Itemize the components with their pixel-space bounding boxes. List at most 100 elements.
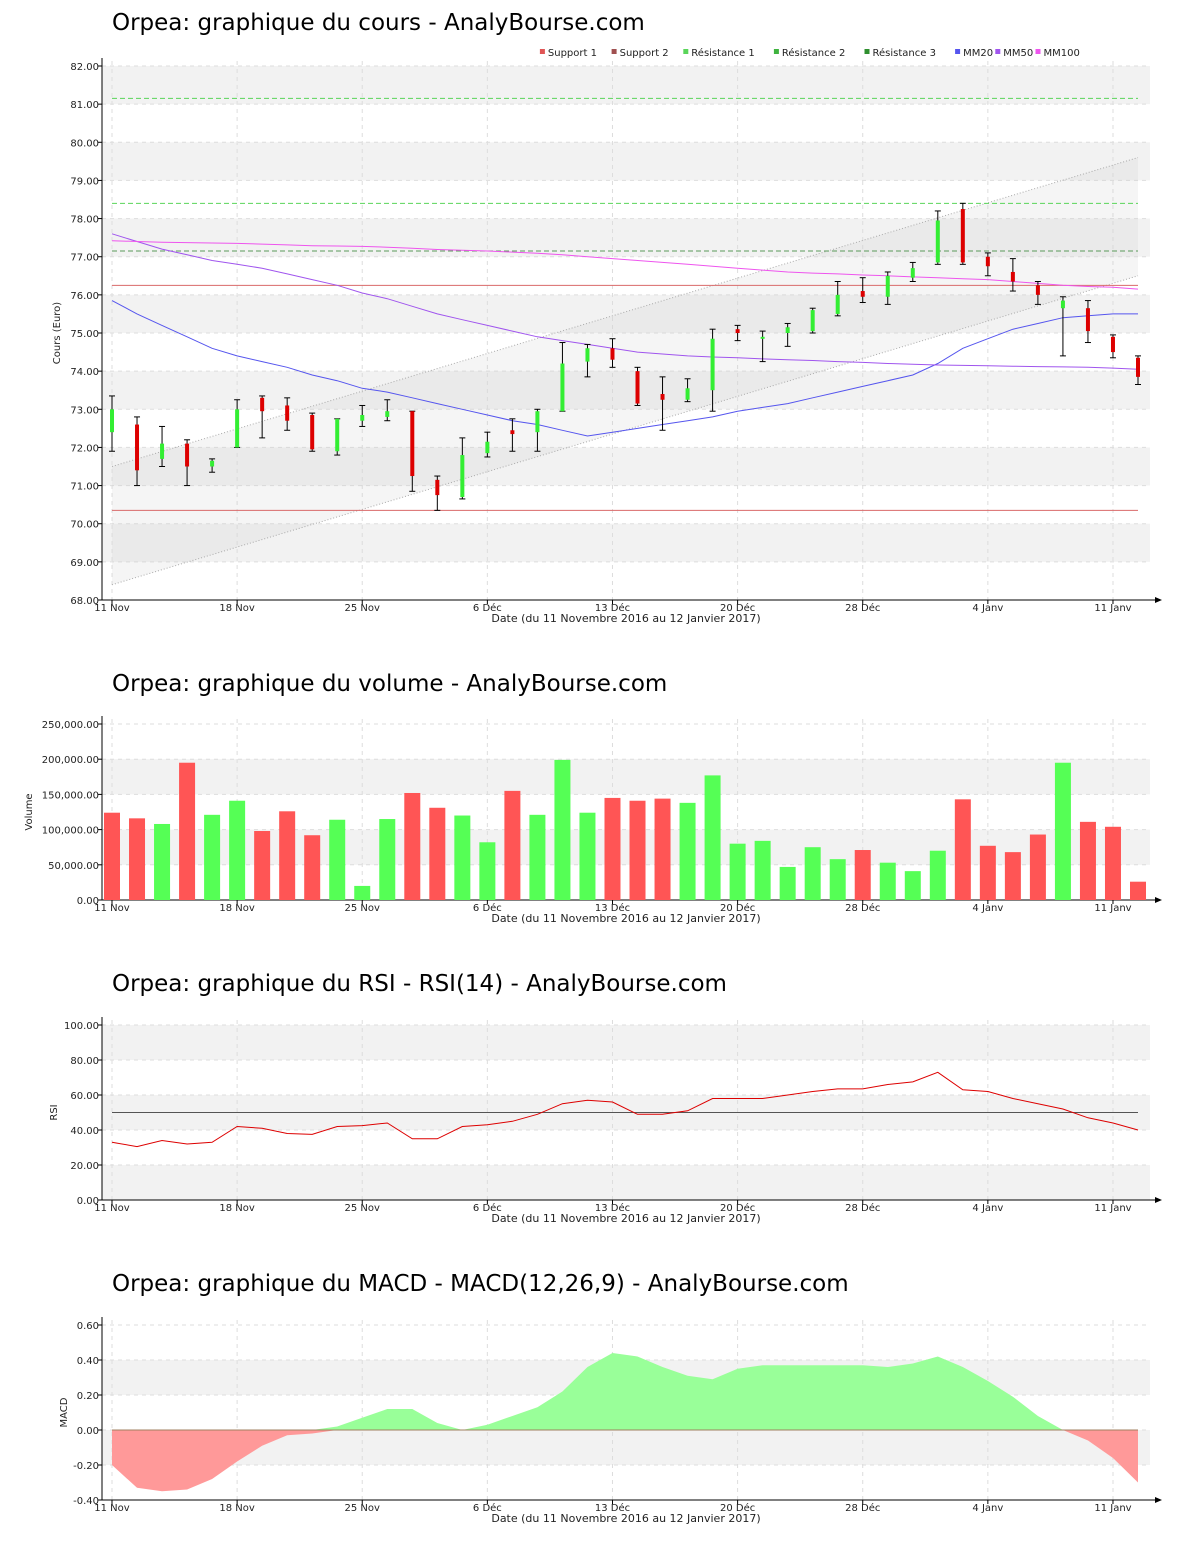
volume-bar <box>254 831 271 900</box>
candle-body <box>685 388 690 400</box>
y-tick-label: 78.00 <box>70 215 99 226</box>
y-tick-label: 0.60 <box>77 1321 99 1332</box>
volume-bar <box>204 814 221 900</box>
macd-chart: -0.40 -0.20 0.00 0.20 0.40 0.60 11 Nov 18 Nov 25… <box>59 1317 1162 1525</box>
volume-bar <box>654 798 671 900</box>
x-axis-label: Date (du 11 Novembre 2016 au 12 Janvier … <box>491 912 760 925</box>
y-tick-label: 72.00 <box>70 443 99 454</box>
volume-bar <box>104 812 120 900</box>
candle-body <box>1110 336 1115 353</box>
candle-body <box>1010 271 1015 282</box>
candle-body <box>310 415 315 450</box>
y-tick-label: 75.00 <box>70 329 99 340</box>
y-tick-label: 40.00 <box>70 1126 99 1137</box>
volume-bar <box>979 845 996 900</box>
y-tick-label: 76.00 <box>70 291 99 302</box>
y-axis-label: Volume <box>24 793 35 830</box>
y-tick-label: 79.00 <box>70 176 99 187</box>
candle-body <box>535 411 540 433</box>
x-axis-arrow-icon <box>1155 597 1162 603</box>
y-axis-label: Cours (Euro) <box>52 302 63 365</box>
grid-band <box>102 66 1150 105</box>
candle-body <box>1035 285 1040 295</box>
candle-body <box>785 327 790 333</box>
candle-body <box>1136 357 1140 377</box>
macd-negative-area <box>112 1430 1138 1492</box>
volume-bar <box>729 843 746 900</box>
legend: Support 1 Support 2 Résistance 1 Résistance… <box>539 47 1080 59</box>
candle-body <box>110 409 114 433</box>
volume-bar <box>1004 852 1021 900</box>
x-tick-label: 13 Déc <box>595 602 630 614</box>
candle-body <box>260 397 265 412</box>
volume-bar <box>954 799 971 900</box>
grid-band <box>102 759 1150 795</box>
candle-body <box>660 394 665 400</box>
candle <box>109 395 115 452</box>
candle <box>484 431 491 458</box>
y-tick-label: 60.00 <box>70 1091 99 1102</box>
legend-swatch <box>611 49 617 54</box>
candle-body <box>160 443 165 459</box>
y-tick-label: 150,000.00 <box>42 790 99 801</box>
y-tick-label: 250,000.00 <box>42 720 99 731</box>
candle <box>984 252 991 277</box>
y-tick-label: 0.00 <box>77 1426 99 1437</box>
candle-body <box>910 268 915 278</box>
volume-bar <box>354 885 371 900</box>
candle-body <box>985 256 990 267</box>
legend-item: Support 1 <box>548 48 597 59</box>
candle <box>1034 281 1041 305</box>
volume-bar <box>1104 826 1121 900</box>
legend-swatch <box>864 49 870 54</box>
volume-bar <box>679 802 696 900</box>
candle-body <box>335 418 340 452</box>
volume-bar <box>129 818 146 900</box>
x-tick-label: 18 Nov <box>219 903 255 914</box>
candle <box>184 439 191 487</box>
candle <box>909 261 916 283</box>
series-line-mm100 <box>111 240 1139 290</box>
candle-body <box>435 479 440 496</box>
x-tick-label: 13 Déc <box>595 1202 630 1214</box>
x-tick-label: 11 Nov <box>94 603 130 614</box>
candle <box>759 330 766 363</box>
x-tick-label: 20 Déc <box>720 602 755 614</box>
x-tick-label: 18 Nov <box>219 603 255 614</box>
y-tick-label: 50,000.00 <box>48 861 99 872</box>
grid-band <box>102 447 1150 486</box>
candle <box>834 281 841 317</box>
candle-body <box>860 291 865 297</box>
legend-item: MM100 <box>1044 48 1080 59</box>
candle <box>859 277 866 303</box>
candle-body <box>935 220 940 263</box>
candle-body <box>835 294 840 314</box>
volume-bar <box>579 812 596 900</box>
volume-bar <box>829 859 846 900</box>
volume-bar <box>479 842 496 900</box>
grid-band <box>102 523 1150 562</box>
y-tick-label: 0.00 <box>77 1196 99 1207</box>
candle-body <box>460 455 465 498</box>
candle-body <box>560 363 565 412</box>
x-tick-label: 11 Janv <box>1094 903 1131 914</box>
candle <box>434 475 441 511</box>
volume-bar <box>929 850 946 900</box>
x-tick-label: 28 Déc <box>845 902 880 914</box>
candle-body <box>960 209 965 263</box>
legend-swatch <box>683 49 689 54</box>
y-tick-label: 100,000.00 <box>42 826 99 837</box>
candle <box>1084 300 1091 344</box>
grid-band <box>102 371 1150 410</box>
volume-bar <box>279 811 296 900</box>
series-line-mm50 <box>111 233 1139 370</box>
candle <box>209 458 216 473</box>
candle <box>1059 296 1066 357</box>
volume-bar <box>504 790 521 900</box>
candle <box>1009 258 1016 292</box>
candle-body <box>185 443 190 467</box>
y-tick-label: 68.00 <box>70 596 99 607</box>
candle <box>609 338 616 368</box>
y-tick-label: 0.40 <box>77 1356 99 1367</box>
volume-bar <box>329 819 346 900</box>
